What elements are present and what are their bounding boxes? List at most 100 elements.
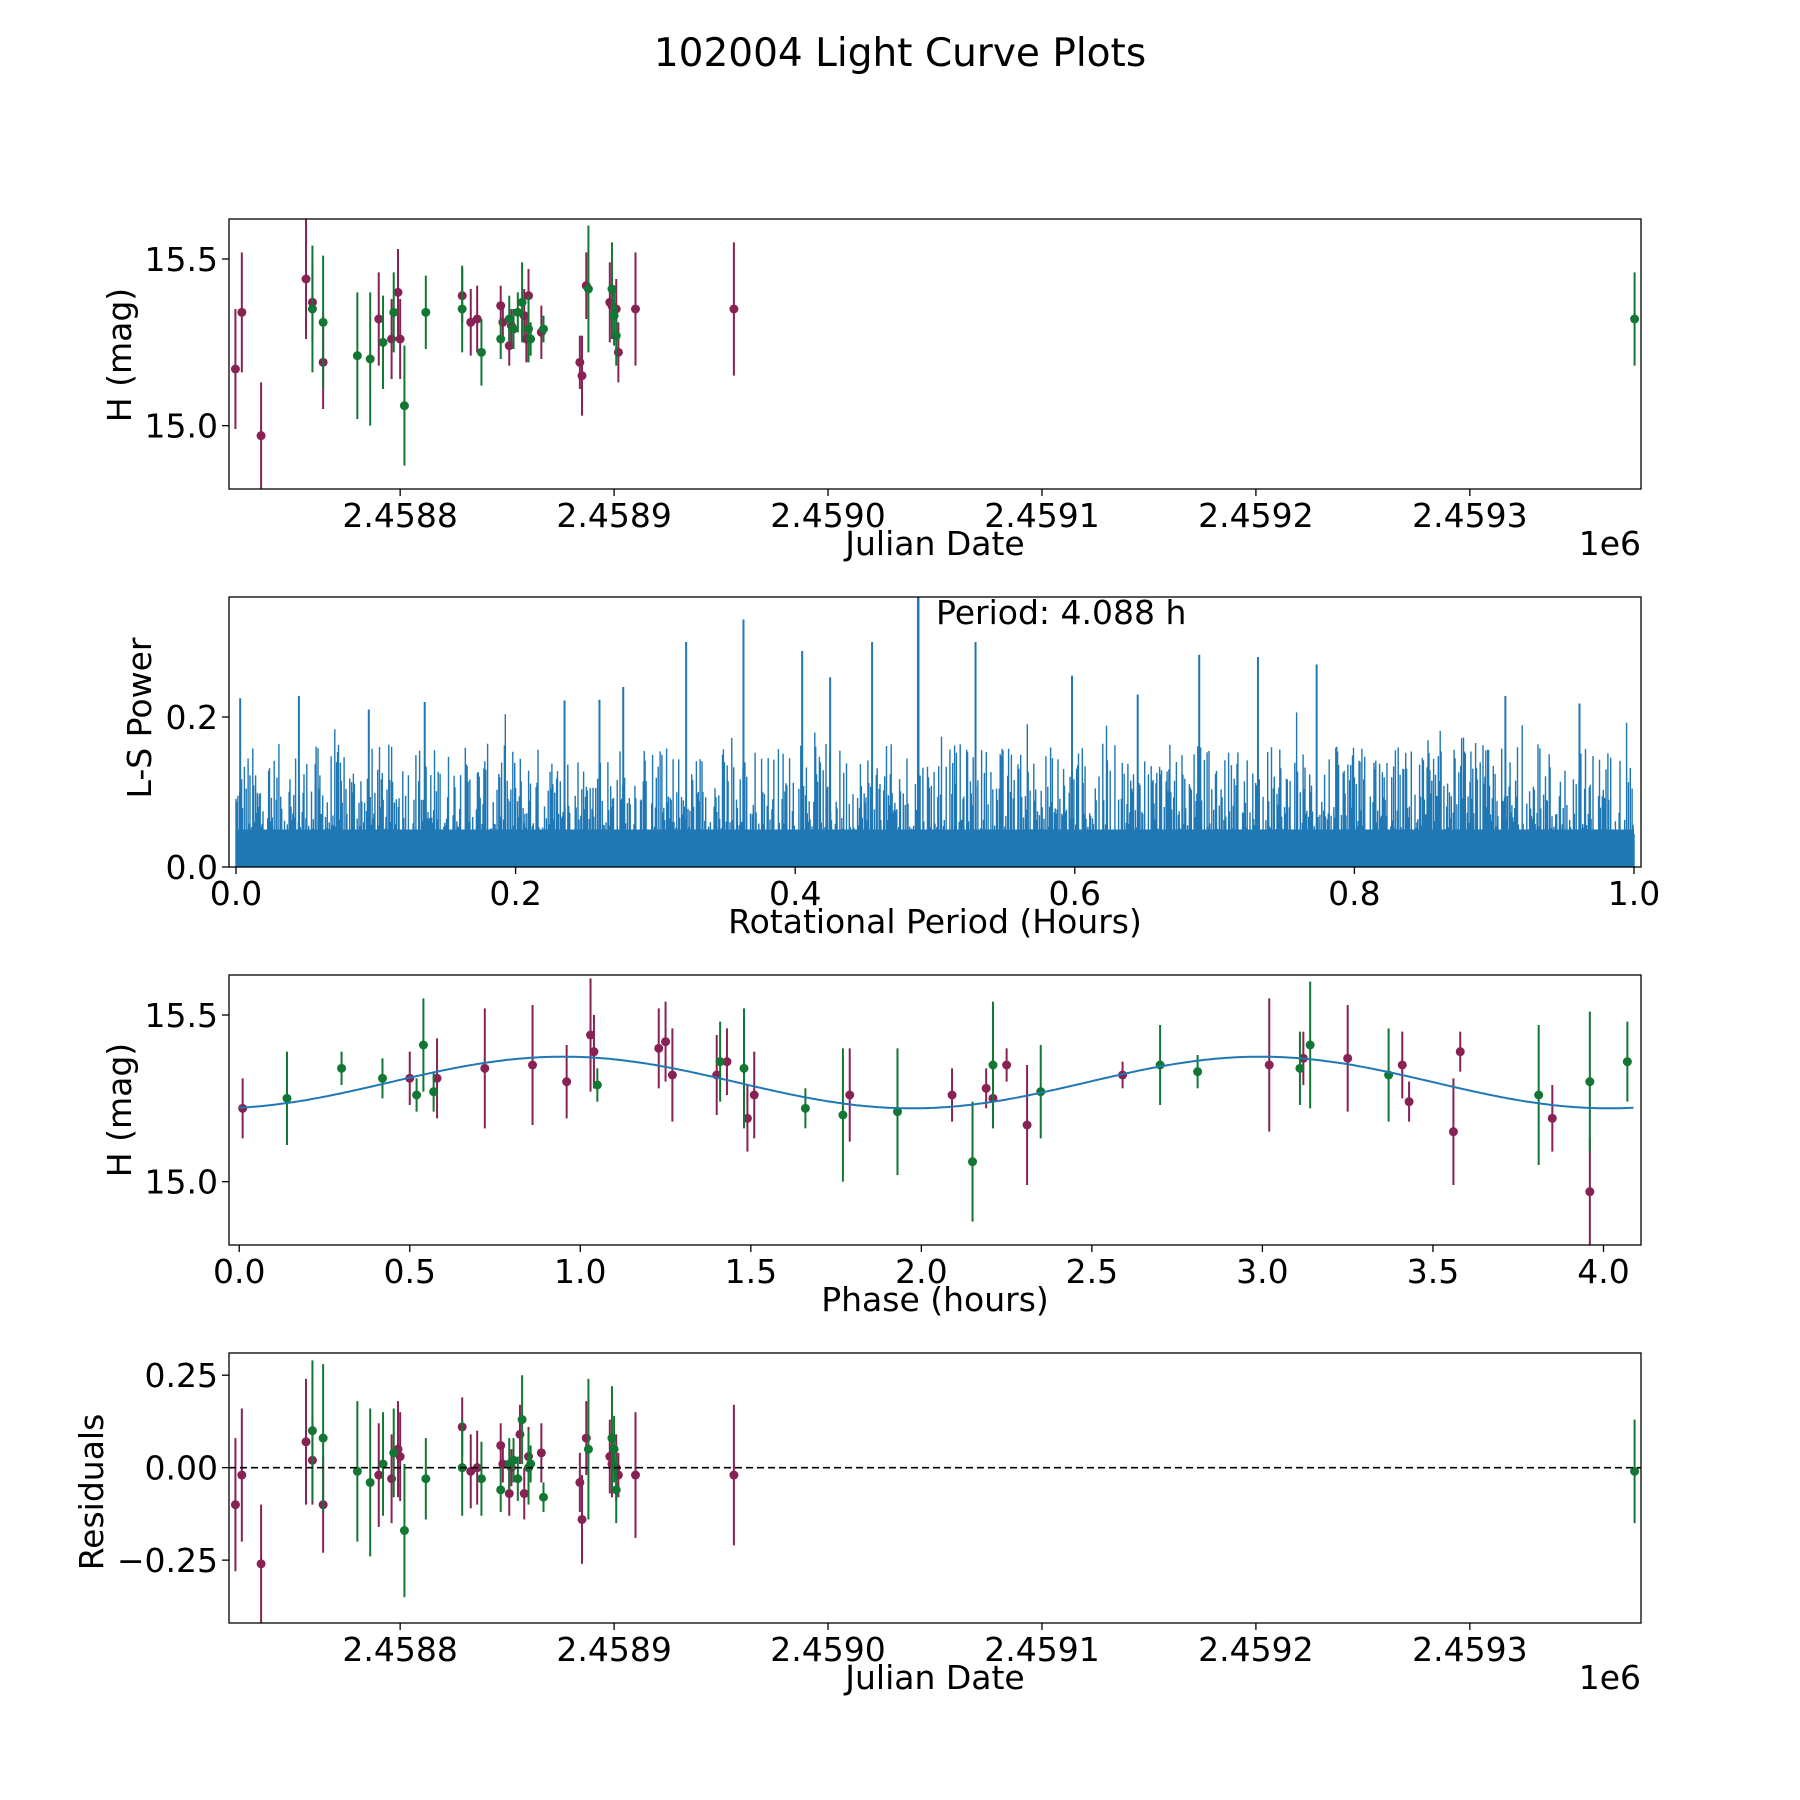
phase-xtick-label: 1.0 — [554, 1252, 606, 1291]
light-curve-green-point — [583, 284, 593, 294]
phase-maroon-point — [1404, 1097, 1414, 1107]
light-curve-maroon-point — [575, 357, 585, 367]
light-curve-green-point — [389, 307, 399, 317]
phase-maroon-point — [1448, 1127, 1458, 1137]
residuals-plot-area: 2.4588 2.4589 2.4590 2.4591 2.4592 2.4593 0.25… — [117, 1352, 1642, 1669]
periodogram-xlabel: Rotational Period (Hours) — [728, 902, 1142, 941]
light-curve-green-point — [611, 331, 621, 341]
phase-maroon-point — [1343, 1053, 1353, 1063]
phase-maroon-point — [845, 1090, 855, 1100]
phase-maroon-point — [749, 1090, 759, 1100]
light-curve-xtick-label: 2.4590 — [770, 496, 885, 535]
panel-light-curve: 2.4588 2.4589 2.4590 2.4591 2.4592 2.4593 15.0… — [100, 218, 1642, 563]
residuals-green-point — [352, 1466, 362, 1476]
phase-green-point — [838, 1110, 848, 1120]
phase-xtick-label: 2.5 — [1066, 1252, 1118, 1291]
residuals-green-point — [609, 1444, 619, 1454]
light-curve-green-point — [609, 311, 619, 321]
periodogram-power-floor — [235, 829, 1635, 864]
residuals-green-point — [365, 1477, 375, 1487]
phase-maroon-point — [586, 1030, 596, 1040]
panel-periodogram: 0.0 0.2 0.4 0.6 0.8 1.0 0.0 0.2 Rotational Peri… — [120, 593, 1660, 941]
residuals-ytick-label: −0.25 — [117, 1541, 218, 1580]
phase-maroon-point — [661, 1037, 671, 1047]
residuals-maroon-point — [613, 1470, 623, 1480]
residuals-green-point — [307, 1426, 317, 1436]
light-curve-maroon-point — [301, 274, 311, 284]
light-curve-green-point — [365, 354, 375, 364]
phase-maroon-point — [742, 1113, 752, 1123]
residuals-xtick-label: 2.4593 — [1412, 1630, 1527, 1669]
phase-green-point — [337, 1063, 347, 1073]
phase-maroon-point — [1397, 1060, 1407, 1070]
residuals-xtick-label: 2.4590 — [770, 1630, 885, 1669]
phase-xtick-label: 1.5 — [725, 1252, 777, 1291]
light-curve-maroon-point — [374, 314, 384, 324]
light-curve-maroon-point — [387, 334, 397, 344]
phase-maroon-point — [1022, 1120, 1032, 1130]
residuals-x-offset: 1e6 — [1579, 1658, 1641, 1697]
light-curve-green-point — [513, 307, 523, 317]
light-curve-green-point — [399, 401, 409, 411]
phase-green-point — [988, 1060, 998, 1070]
phase-xtick-label: 3.5 — [1407, 1252, 1459, 1291]
phase-green-point — [1193, 1067, 1203, 1077]
residuals-green-point — [583, 1444, 593, 1454]
light-curve-ytick-label: 15.5 — [145, 240, 218, 279]
periodogram-axes-frame — [228, 596, 1642, 868]
residuals-maroon-point — [237, 1470, 247, 1480]
residuals-maroon-point — [729, 1470, 739, 1480]
light-curve-green-point — [378, 337, 388, 347]
light-curve-maroon-point — [395, 334, 405, 344]
periodogram-peak-annotation: Period: 4.088 h — [936, 593, 1186, 632]
phase-green-point — [800, 1103, 810, 1113]
light-curve-maroon-point — [577, 371, 587, 381]
phase-maroon-point — [667, 1070, 677, 1080]
light-curve-xlabel: Julian Date — [843, 524, 1025, 563]
phase-green-point — [377, 1073, 387, 1083]
periodogram-data-layer — [235, 597, 1635, 867]
residuals-maroon-point — [581, 1433, 591, 1443]
residuals-green-point — [399, 1526, 409, 1536]
light-curve-green-point — [476, 347, 486, 357]
phase-green-point — [429, 1087, 439, 1097]
phase-green-point — [715, 1057, 725, 1067]
residuals-maroon-point — [519, 1489, 529, 1499]
residuals-data-layer — [229, 1360, 1641, 1623]
phase-green-point — [418, 1040, 428, 1050]
light-curve-xtick-label: 2.4593 — [1412, 496, 1527, 535]
phase-green-point — [1295, 1063, 1305, 1073]
phase-ytick-label: 15.5 — [145, 996, 218, 1035]
periodogram-plot-area: 0.0 0.2 0.4 0.6 0.8 1.0 0.0 0.2 — [166, 596, 1660, 913]
residuals-xtick-label: 2.4591 — [984, 1630, 1099, 1669]
light-curve-green-point — [307, 304, 317, 314]
residuals-maroon-point — [230, 1500, 240, 1510]
residuals-xlabel: Julian Date — [843, 1658, 1025, 1697]
light-curve-maroon-point — [630, 304, 640, 314]
periodogram-xtick-label: 0.6 — [1049, 874, 1101, 913]
light-curve-maroon-point — [496, 301, 506, 311]
light-curve-green-point — [524, 324, 534, 334]
residuals-green-point — [378, 1459, 388, 1469]
phase-green-point — [1305, 1040, 1315, 1050]
light-curve-green-point — [526, 334, 536, 344]
residuals-maroon-point — [387, 1474, 397, 1484]
phase-maroon-point — [1002, 1060, 1012, 1070]
phase-green-point — [412, 1090, 422, 1100]
phase-maroon-point — [1264, 1060, 1274, 1070]
residuals-green-point — [389, 1448, 399, 1458]
periodogram-xtick-label: 1.0 — [1608, 874, 1660, 913]
residuals-ytick-label: 0.25 — [145, 1356, 218, 1395]
phase-green-point — [282, 1093, 292, 1103]
light-curve-maroon-point — [237, 307, 247, 317]
phase-green-point — [1534, 1090, 1544, 1100]
light-curve-plot-area: 2.4588 2.4589 2.4590 2.4591 2.4592 2.4593 15.0… — [145, 218, 1642, 535]
phase-green-point — [592, 1080, 602, 1090]
phase-data-layer — [238, 978, 1634, 1245]
light-curve-xtick-label: 2.4592 — [1198, 496, 1313, 535]
phase-xtick-label: 3.0 — [1236, 1252, 1288, 1291]
light-curve-maroon-point — [729, 304, 739, 314]
residuals-green-point — [421, 1474, 431, 1484]
residuals-xtick-label: 2.4592 — [1198, 1630, 1313, 1669]
phase-maroon-point — [981, 1083, 991, 1093]
